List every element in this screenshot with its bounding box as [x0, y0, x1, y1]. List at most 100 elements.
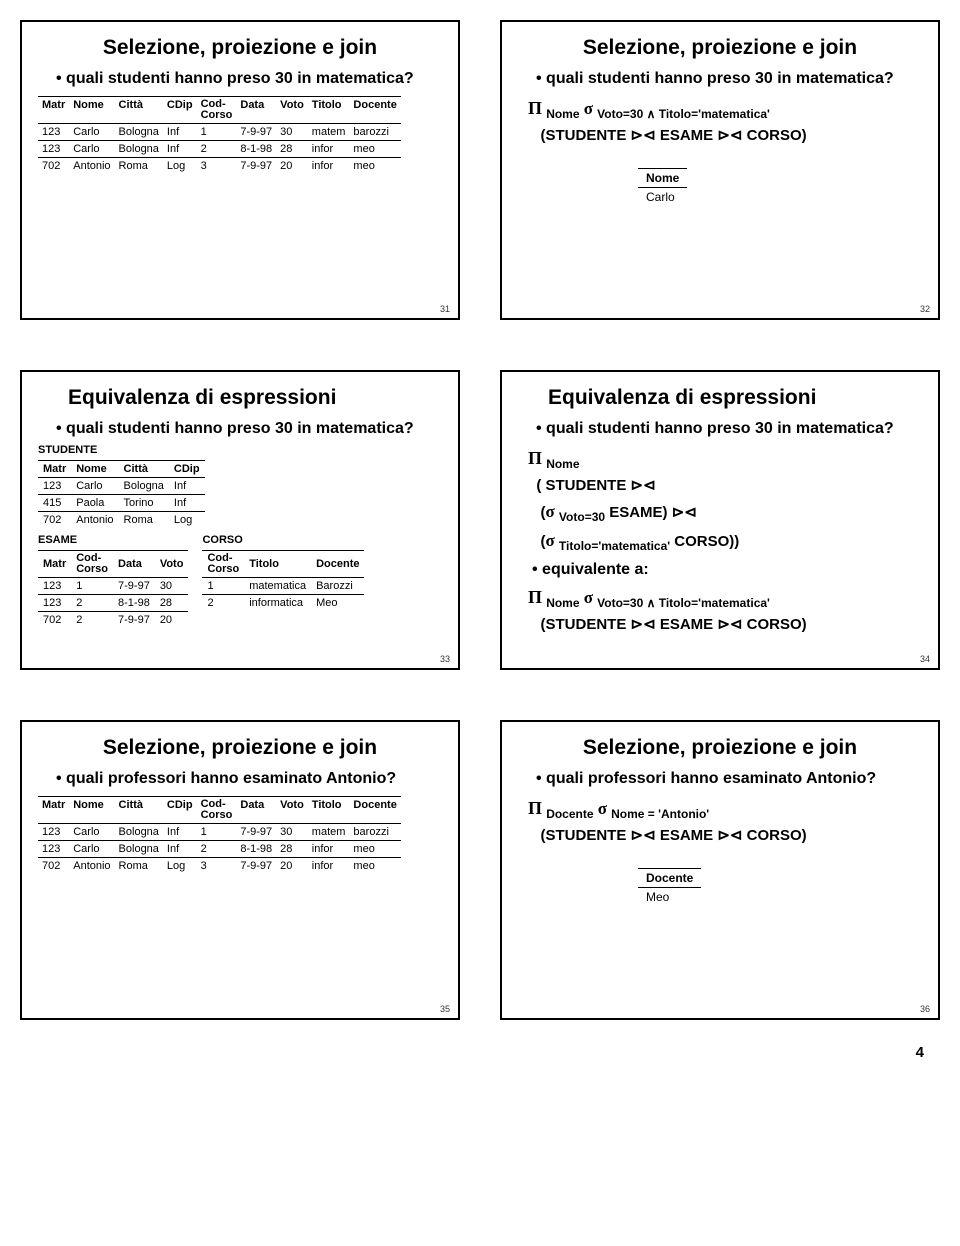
table-cell: Log: [163, 158, 197, 175]
corso-table: Cod-CorsoTitoloDocente1matematicaBarozzi…: [202, 550, 364, 611]
table-cell: 28: [276, 141, 308, 158]
table-cell: 20: [276, 858, 308, 875]
slide-number: 34: [920, 654, 930, 664]
table-cell: 7-9-97: [236, 858, 276, 875]
table-label: CORSO: [202, 534, 364, 546]
table-header: Data: [236, 797, 276, 824]
table-row: 2informaticaMeo: [202, 595, 364, 612]
table-cell: 123: [38, 824, 69, 841]
table-header: Docente: [311, 551, 364, 578]
table-cell: 702: [38, 512, 71, 529]
table-header: Città: [115, 797, 163, 824]
table-cell: 2: [197, 841, 237, 858]
table-cell: 1: [197, 824, 237, 841]
table-cell: Inf: [169, 478, 205, 495]
table-cell: Carlo: [71, 478, 118, 495]
table-cell: meo: [349, 141, 400, 158]
table-cell: Log: [163, 858, 197, 875]
table-cell: 8-1-98: [236, 141, 276, 158]
table-cell: Inf: [169, 495, 205, 512]
table-cell: Carlo: [69, 841, 114, 858]
table-cell: barozzi: [349, 824, 400, 841]
table-cell: Roma: [119, 512, 169, 529]
formula-1: Π Nome ( STUDENTE ⊳⊲ (σ Voto=30 ESAME) ⊳…: [528, 444, 922, 557]
table-header: Cod-Corso: [71, 551, 113, 578]
result-header: Nome: [638, 169, 687, 188]
slide-title: Selezione, proiezione e join: [38, 36, 442, 60]
bullet: quali professori hanno esaminato Antonio…: [38, 770, 442, 788]
result-value: Meo: [638, 888, 701, 907]
table-cell: 123: [38, 124, 69, 141]
table-header: Voto: [155, 551, 189, 578]
table-header: Città: [119, 461, 169, 478]
formula: Π Docente σ Nome = 'Antonio' (STUDENTE ⊳…: [528, 794, 922, 848]
table-row: 123CarloBolognaInf28-1-9828informeo: [38, 841, 401, 858]
table-cell: Barozzi: [311, 578, 364, 595]
table-header: CDip: [169, 461, 205, 478]
table-cell: Inf: [163, 824, 197, 841]
table-cell: 123: [38, 141, 69, 158]
table-cell: 30: [155, 578, 189, 595]
table-header: Docente: [349, 797, 400, 824]
table-cell: 1: [202, 578, 244, 595]
table-cell: Torino: [119, 495, 169, 512]
slide-title: Selezione, proiezione e join: [518, 36, 922, 60]
table-header: Nome: [69, 97, 114, 124]
table-cell: Meo: [311, 595, 364, 612]
table-cell: Inf: [163, 124, 197, 141]
table-cell: 7-9-97: [113, 612, 155, 629]
table-cell: infor: [308, 158, 350, 175]
result-value: Carlo: [638, 188, 687, 207]
table-cell: 702: [38, 858, 69, 875]
table-header: Matr: [38, 97, 69, 124]
table-cell: 123: [38, 578, 71, 595]
table-cell: 30: [276, 124, 308, 141]
table-cell: 123: [38, 595, 71, 612]
table-label: ESAME: [38, 534, 188, 546]
table-cell: 702: [38, 612, 71, 629]
table-cell: Bologna: [115, 824, 163, 841]
table-cell: meo: [349, 158, 400, 175]
slide-number: 33: [440, 654, 450, 664]
slide-number: 36: [920, 1004, 930, 1014]
table-header: Data: [236, 97, 276, 124]
esame-table: MatrCod-CorsoDataVoto12317-9-973012328-1…: [38, 550, 188, 628]
table-cell: 7-9-97: [236, 158, 276, 175]
table-cell: Roma: [115, 858, 163, 875]
slide-title: Equivalenza di espressioni: [38, 386, 442, 410]
table-cell: matem: [308, 124, 350, 141]
table-cell: Log: [169, 512, 205, 529]
slides-grid: Selezione, proiezione e join quali stude…: [20, 20, 940, 1020]
table-row: 12328-1-9828: [38, 595, 188, 612]
table-cell: Bologna: [115, 141, 163, 158]
table-cell: 7-9-97: [236, 824, 276, 841]
table-cell: meo: [349, 841, 400, 858]
table-cell: 7-9-97: [236, 124, 276, 141]
table-cell: Carlo: [69, 124, 114, 141]
slide-36: Selezione, proiezione e join quali profe…: [500, 720, 940, 1020]
table-header: Docente: [349, 97, 400, 124]
table-cell: Carlo: [69, 141, 114, 158]
table-header: CDip: [163, 97, 197, 124]
table-cell: 8-1-98: [113, 595, 155, 612]
table-row: 702AntonioRomaLog: [38, 512, 205, 529]
table-cell: Antonio: [71, 512, 118, 529]
result-table: Nome Carlo: [638, 168, 687, 206]
table-cell: 415: [38, 495, 71, 512]
slide-34: Equivalenza di espressioni quali student…: [500, 370, 940, 670]
table-header: Nome: [69, 797, 114, 824]
table-row: 12317-9-9730: [38, 578, 188, 595]
result-table: Docente Meo: [638, 868, 701, 906]
table-cell: 2: [71, 612, 113, 629]
table-row: 123CarloBolognaInf17-9-9730matembarozzi: [38, 124, 401, 141]
table-cell: 2: [202, 595, 244, 612]
table-cell: 28: [276, 841, 308, 858]
table-header: Titolo: [308, 797, 350, 824]
table-cell: infor: [308, 841, 350, 858]
table-cell: 3: [197, 858, 237, 875]
table-cell: Antonio: [69, 158, 114, 175]
table-cell: Paola: [71, 495, 118, 512]
slide-32: Selezione, proiezione e join quali stude…: [500, 20, 940, 320]
table-cell: 8-1-98: [236, 841, 276, 858]
table-cell: 20: [276, 158, 308, 175]
